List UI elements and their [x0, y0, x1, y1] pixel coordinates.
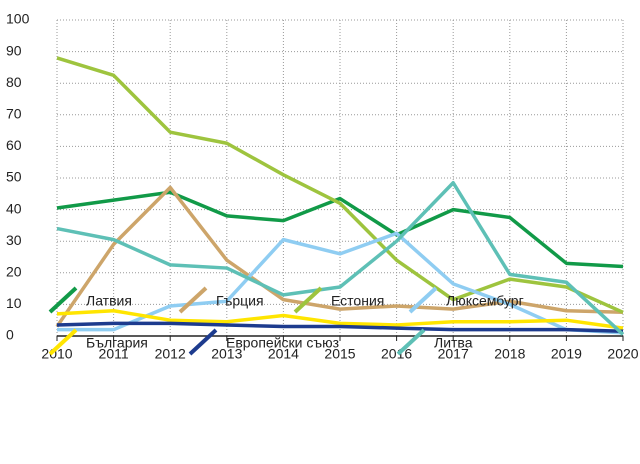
y-tick-label: 10 — [6, 295, 22, 311]
legend-label: Литва — [434, 335, 473, 351]
x-tick-label: 2014 — [268, 346, 299, 362]
series-line — [56, 56, 624, 314]
y-tick-label: 100 — [6, 11, 30, 27]
y-tick-label: 60 — [6, 137, 22, 153]
x-tick-label: 2013 — [211, 346, 242, 362]
x-tick-label: 2018 — [494, 346, 525, 362]
y-tick-label: 0 — [6, 327, 14, 343]
legend-label: Люксембург — [446, 293, 524, 309]
legend-label: България — [86, 335, 148, 351]
x-tick-label: 2012 — [155, 346, 186, 362]
legend-swatch — [178, 286, 208, 314]
series-line — [57, 231, 624, 335]
x-tick-label: 2019 — [551, 346, 582, 362]
x-tick-label: 2016 — [381, 346, 412, 362]
y-tick-label: 40 — [6, 200, 22, 216]
series-line — [56, 308, 624, 330]
legend-label: Гърция — [216, 293, 264, 309]
y-tick-label: 30 — [6, 232, 22, 248]
y-tick-label: 70 — [6, 106, 22, 122]
series-line — [55, 185, 624, 328]
legend-label: Естония — [331, 293, 384, 309]
legend-swatch — [408, 286, 438, 314]
legend-label: Латвия — [86, 293, 132, 309]
x-tick-label: 2017 — [438, 346, 469, 362]
y-tick-label: 90 — [6, 42, 22, 58]
legend-swatch — [48, 328, 78, 356]
series-line — [56, 180, 625, 336]
x-tick-label: 2011 — [99, 346, 129, 362]
x-tick-label: 2015 — [324, 346, 355, 362]
x-tick-label: 2020 — [607, 346, 638, 362]
y-tick-label: 50 — [6, 169, 22, 185]
series-line — [56, 321, 624, 334]
legend-swatch — [48, 286, 78, 314]
x-tick-label: 2010 — [41, 346, 72, 362]
legend-label: Европейски съюз — [226, 335, 339, 351]
legend-swatch — [293, 286, 323, 314]
legend-swatch — [396, 328, 426, 356]
y-tick-label: 20 — [6, 264, 22, 280]
series-line — [56, 190, 624, 269]
y-tick-label: 80 — [6, 74, 22, 90]
legend-swatch — [188, 328, 218, 356]
